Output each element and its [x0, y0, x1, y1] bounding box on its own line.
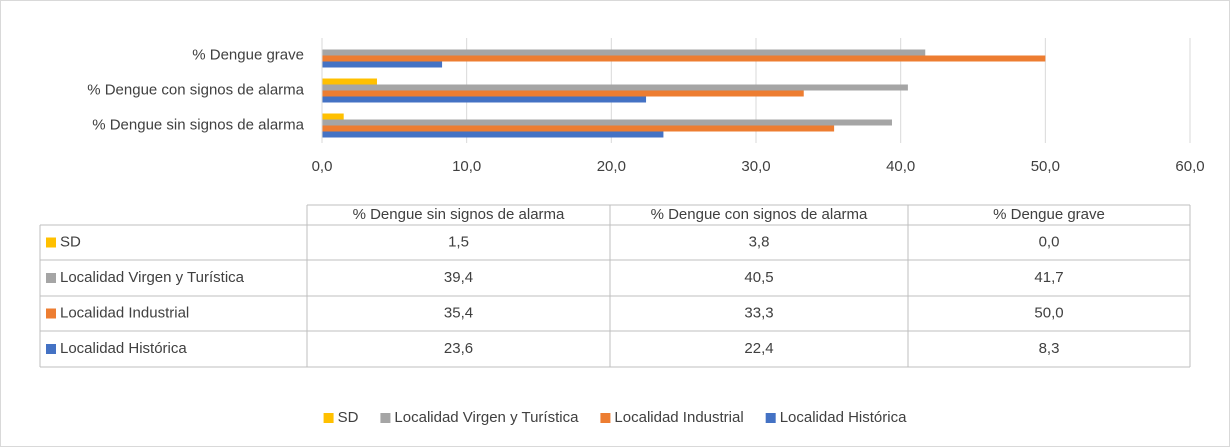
y-tick-label: % Dengue sin signos de alarma — [92, 116, 304, 133]
table-cell: 41,7 — [1034, 269, 1063, 286]
table-cell: 22,4 — [744, 340, 773, 357]
bar — [322, 78, 377, 85]
table-row-label: Localidad Industrial — [60, 304, 189, 321]
table-legend-key — [46, 237, 56, 248]
table-cell: 0,0 — [1039, 233, 1060, 250]
bar — [322, 113, 344, 120]
table-cell: 1,5 — [448, 233, 469, 250]
table-legend-key — [46, 344, 56, 354]
legend-key — [600, 413, 611, 423]
x-tick-label: 10,0 — [452, 158, 481, 175]
table-cell: 8,3 — [1039, 340, 1060, 357]
bar — [322, 90, 804, 97]
bar — [322, 55, 1046, 62]
x-tick-label: 20,0 — [597, 158, 626, 175]
legend-label: Localidad Virgen y Turística — [394, 409, 579, 426]
table-header: % Dengue con signos de alarma — [651, 206, 868, 223]
bar — [322, 49, 926, 56]
table-row-label: Localidad Virgen y Turística — [60, 269, 245, 286]
table-cell: 23,6 — [444, 340, 473, 357]
table-cell: 40,5 — [744, 269, 773, 286]
x-tick-label: 30,0 — [741, 158, 770, 175]
x-tick-label: 60,0 — [1175, 158, 1204, 175]
legend-key — [323, 413, 334, 423]
legend-key — [380, 413, 391, 423]
table-legend-key — [46, 308, 56, 319]
bar — [322, 61, 443, 68]
bar — [322, 96, 647, 103]
y-tick-label: % Dengue grave — [192, 46, 304, 63]
legend-label: Localidad Industrial — [614, 409, 743, 426]
table-legend-key — [46, 273, 56, 283]
bar — [322, 131, 664, 138]
y-tick-label: % Dengue con signos de alarma — [87, 81, 304, 98]
table-header: % Dengue grave — [993, 206, 1105, 223]
bar — [322, 84, 908, 91]
legend-label: SD — [338, 409, 359, 426]
table-header: % Dengue sin signos de alarma — [353, 206, 565, 223]
table-row-label: SD — [60, 233, 81, 250]
bar — [322, 125, 835, 132]
table-cell: 35,4 — [444, 304, 473, 321]
table-cell: 33,3 — [744, 304, 773, 321]
x-tick-label: 50,0 — [1031, 158, 1060, 175]
x-tick-label: 40,0 — [886, 158, 915, 175]
table-cell: 39,4 — [444, 269, 473, 286]
bar — [322, 119, 892, 126]
legend-key — [765, 413, 776, 423]
legend-label: Localidad Histórica — [780, 409, 907, 426]
x-tick-label: 0,0 — [312, 158, 333, 175]
table-cell: 3,8 — [749, 233, 770, 250]
table-row-label: Localidad Histórica — [60, 340, 187, 357]
table-cell: 50,0 — [1034, 304, 1063, 321]
